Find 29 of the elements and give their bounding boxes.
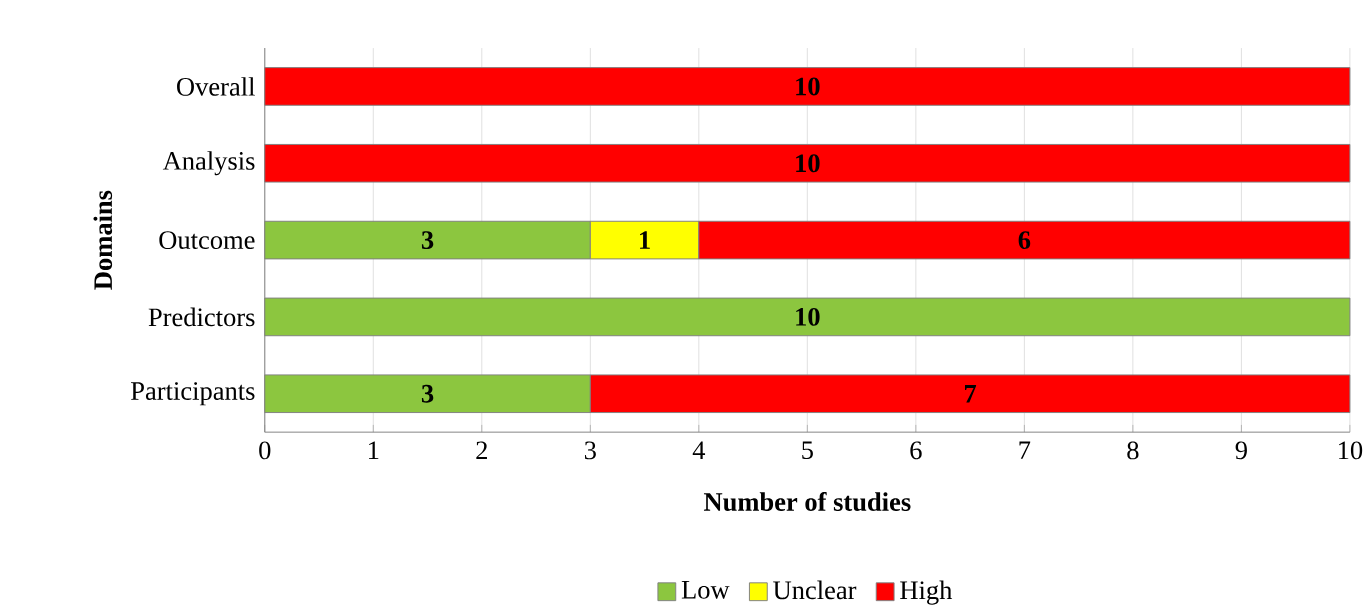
data-label: 3	[421, 385, 434, 403]
y-tick-label: Participants	[131, 382, 255, 406]
y-tick-label: Predictors	[148, 307, 255, 327]
data-label: 6	[1018, 231, 1031, 250]
x-tick-label: 0	[259, 441, 271, 460]
x-tick-label: 6	[910, 441, 922, 460]
x-tick-label: 9	[1235, 441, 1247, 460]
data-label: 10	[796, 154, 820, 173]
y-axis-title: Domains	[93, 190, 113, 290]
data-label: 10	[796, 308, 820, 327]
x-tick-label: 2	[476, 441, 487, 460]
legend-label: Low	[681, 581, 730, 599]
data-label: 10	[796, 77, 820, 96]
x-tick-label: 3	[584, 441, 596, 460]
data-label: 1	[640, 231, 650, 250]
legend-label: Unclear	[773, 580, 857, 600]
x-tick-label: 8	[1127, 441, 1139, 460]
legend-label: High	[900, 580, 953, 605]
data-label: 3	[421, 231, 434, 250]
y-tick-label: Outcome	[159, 231, 255, 250]
x-tick-label: 4	[692, 441, 706, 460]
x-axis-title: Number of studies	[703, 492, 911, 512]
x-tick-label: 7	[1019, 441, 1031, 460]
y-tick-label: Overall	[177, 77, 255, 96]
x-tick-label: 1	[369, 441, 379, 460]
y-tick-label: Analysis	[162, 151, 255, 176]
x-tick-label: 5	[802, 441, 813, 460]
x-tick-label: 10	[1338, 441, 1363, 460]
data-label: 7	[964, 385, 977, 403]
